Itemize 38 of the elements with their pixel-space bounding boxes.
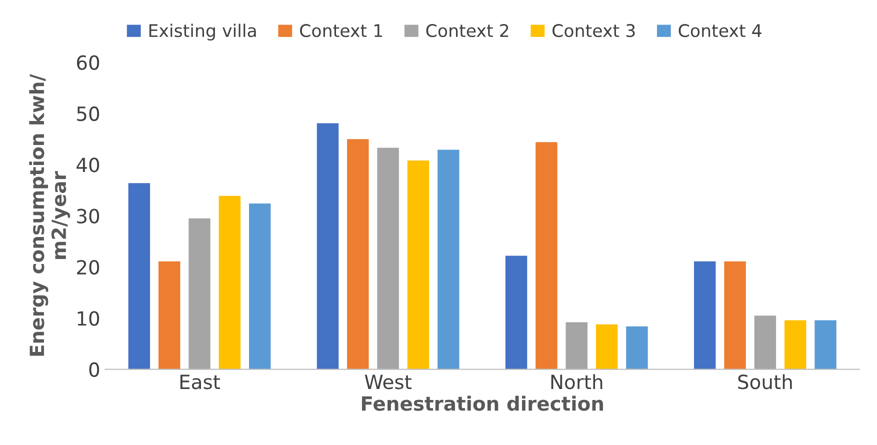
x-tick-label: West (364, 374, 412, 390)
bar (596, 324, 618, 370)
legend-label: Context 2 (426, 24, 508, 38)
bar (784, 320, 806, 370)
bar (566, 322, 588, 370)
bar (377, 148, 399, 370)
y-tick-label: 60 (76, 55, 100, 70)
bar (438, 150, 460, 370)
bar (814, 320, 836, 370)
x-tick-label: North (551, 374, 602, 390)
x-axis-title: Fenestration direction (362, 396, 603, 411)
bar (626, 326, 648, 370)
legend-label: Context 1 (300, 24, 382, 38)
bar (347, 139, 369, 370)
x-tick-label: East (180, 374, 220, 390)
x-tick-label: South (738, 374, 792, 390)
bar (128, 183, 150, 370)
bar (218, 196, 241, 370)
legend-label: Existing villa (149, 24, 256, 41)
y-tick-label: 10 (78, 311, 100, 326)
y-tick-label: 40 (76, 158, 100, 172)
bar (248, 204, 271, 370)
legend-label: Context 3 (552, 24, 635, 38)
y-tick-label: 50 (77, 106, 100, 122)
y-tick-label: 20 (77, 260, 100, 275)
bar (158, 261, 180, 370)
y-axis-title: Energy consumption kwh/ m2/year (29, 74, 70, 356)
bar (316, 123, 339, 370)
bar (188, 218, 210, 370)
y-tick-label: 30 (77, 208, 100, 224)
bar (754, 316, 776, 370)
bar (407, 160, 430, 370)
bar (505, 256, 528, 370)
bar (724, 261, 746, 370)
y-tick-label: 0 (89, 362, 100, 378)
bar (536, 142, 558, 370)
bar (694, 261, 716, 370)
legend-label: Context 4 (678, 24, 762, 38)
